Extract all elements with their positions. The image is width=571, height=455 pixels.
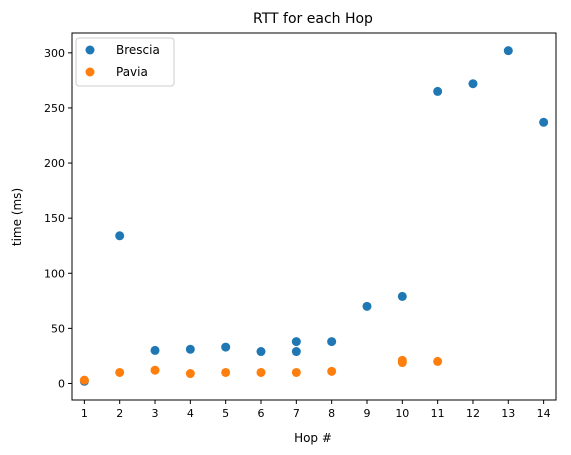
x-tick-label: 14	[537, 407, 551, 420]
point-brescia	[221, 342, 231, 352]
x-tick-label: 8	[328, 407, 335, 420]
point-pavia	[433, 356, 443, 366]
x-tick-label: 3	[152, 407, 159, 420]
point-pavia	[185, 369, 195, 379]
x-tick-label: 1	[81, 407, 88, 420]
legend-marker-pavia	[85, 67, 95, 77]
y-tick-label: 250	[44, 102, 65, 115]
point-brescia	[362, 301, 372, 311]
plot-frame	[71, 32, 557, 401]
legend-label-pavia: Pavia	[116, 65, 148, 79]
y-tick-label: 50	[51, 322, 65, 335]
y-tick-label: 0	[58, 377, 65, 390]
x-tick-label: 13	[501, 407, 515, 420]
y-tick-label: 150	[44, 212, 65, 225]
point-pavia	[256, 367, 266, 377]
legend: Brescia Pavia	[75, 37, 175, 87]
point-brescia	[185, 344, 195, 354]
point-brescia	[433, 86, 443, 96]
x-axis-label: Hop #	[294, 431, 332, 445]
y-axis-label: time (ms)	[10, 188, 24, 246]
x-axis: 1 2 3 4 5 6 7 8 9 10 11 12 13 14	[81, 400, 551, 420]
point-pavia	[327, 366, 337, 376]
point-brescia	[150, 345, 160, 355]
point-pavia	[221, 367, 231, 377]
point-pavia	[291, 367, 301, 377]
plot-area	[79, 46, 549, 386]
point-brescia	[539, 117, 549, 127]
point-brescia	[115, 231, 125, 241]
point-pavia	[397, 358, 407, 368]
y-tick-label: 200	[44, 157, 65, 170]
legend-box	[75, 37, 175, 87]
x-tick-label: 9	[363, 407, 370, 420]
x-tick-label: 4	[187, 407, 194, 420]
legend-marker-brescia	[85, 45, 95, 55]
point-brescia	[503, 46, 513, 56]
point-brescia	[397, 291, 407, 301]
point-pavia	[79, 375, 89, 385]
point-brescia	[327, 337, 337, 347]
x-tick-label: 12	[466, 407, 480, 420]
x-tick-label: 11	[431, 407, 445, 420]
point-brescia	[468, 79, 478, 89]
point-brescia	[291, 337, 301, 347]
point-pavia	[115, 367, 125, 377]
y-axis: 0 50 100 150 200 250 300	[44, 47, 72, 390]
point-brescia	[256, 347, 266, 357]
point-brescia	[291, 347, 301, 357]
x-tick-label: 7	[293, 407, 300, 420]
point-pavia	[150, 365, 160, 375]
y-tick-label: 300	[44, 47, 65, 60]
x-tick-label: 10	[395, 407, 409, 420]
y-tick-label: 100	[44, 267, 65, 280]
x-tick-label: 5	[222, 407, 229, 420]
chart-title: RTT for each Hop	[253, 11, 373, 27]
x-tick-label: 6	[258, 407, 265, 420]
x-tick-label: 2	[116, 407, 123, 420]
legend-label-brescia: Brescia	[116, 43, 160, 57]
